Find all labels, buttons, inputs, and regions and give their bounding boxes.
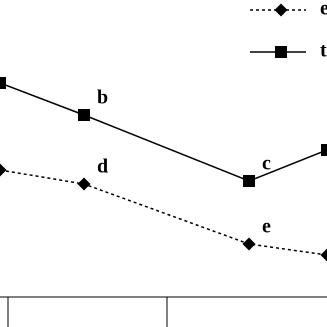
marker (77, 177, 91, 191)
legend-marker (275, 46, 287, 58)
marker (0, 163, 7, 177)
point-label: b (97, 87, 108, 109)
series-line (0, 169, 327, 256)
point-label: d (97, 156, 108, 178)
marker (78, 109, 90, 121)
legend-marker (274, 3, 288, 17)
marker (320, 248, 327, 262)
marker (243, 175, 255, 187)
marker (0, 77, 6, 89)
series-line (0, 82, 327, 182)
point-label: c (262, 153, 271, 175)
point-label: e (262, 216, 271, 238)
marker (242, 237, 256, 251)
legend-label: t (320, 40, 327, 62)
marker (321, 144, 327, 156)
legend-label: e (320, 0, 327, 20)
